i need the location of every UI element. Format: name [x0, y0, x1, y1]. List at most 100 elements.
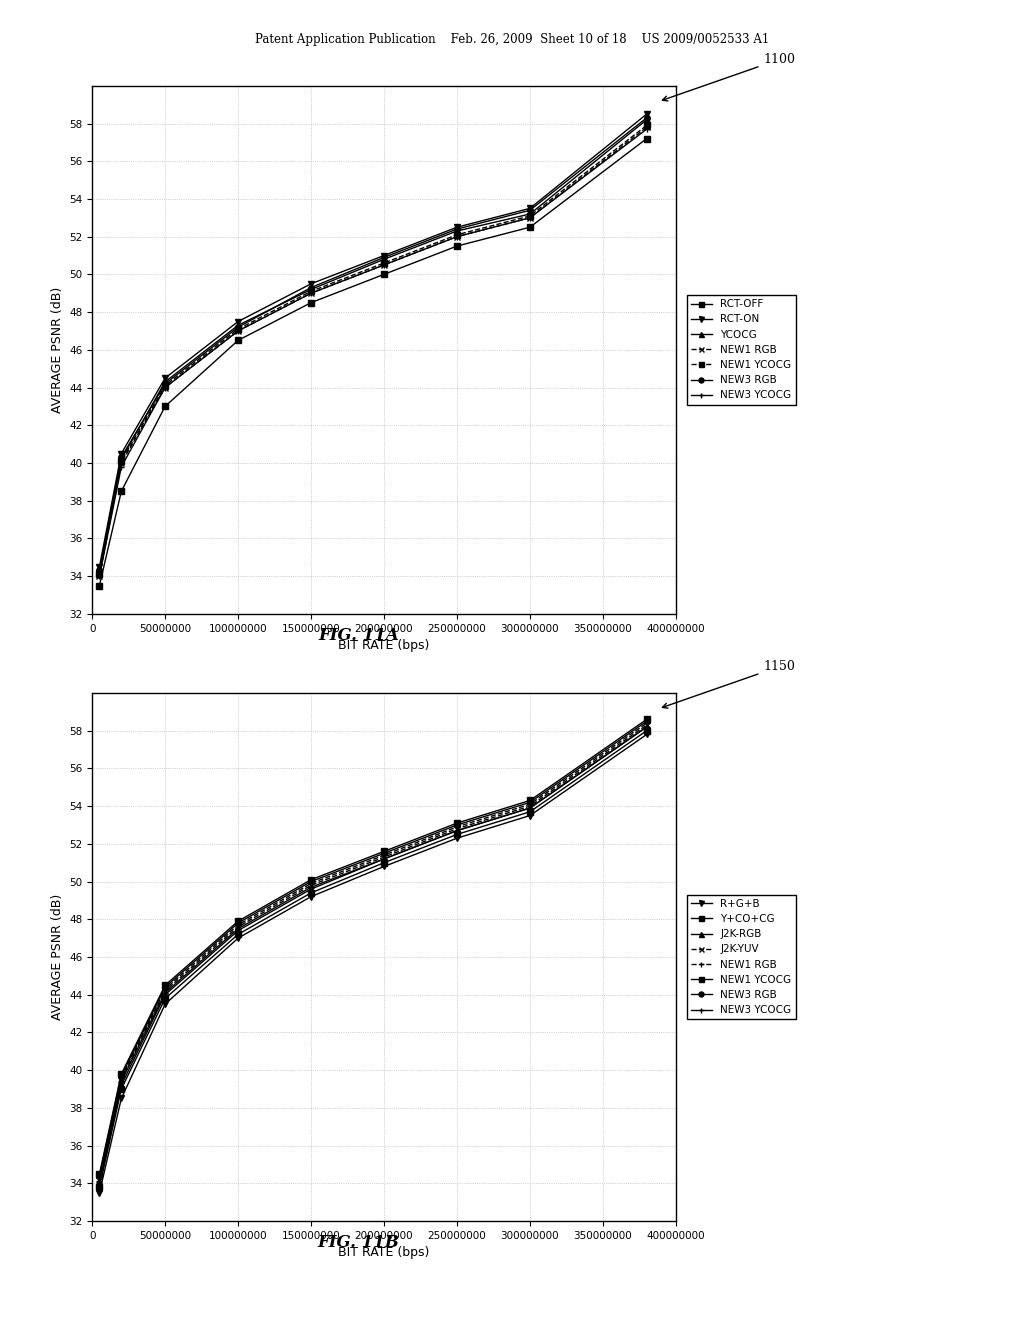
- J2K-RGB: [523, 800, 537, 816]
- NEW1 RGB: [641, 119, 653, 135]
- R+G+B: [159, 997, 171, 1012]
- J2K-RGB: [641, 719, 653, 735]
- NEW3 YCOCG: [641, 719, 653, 735]
- RCT-OFF: [93, 578, 105, 594]
- RCT-ON: [231, 314, 244, 330]
- NEW3 RGB: [159, 376, 171, 392]
- R+G+B: [93, 1185, 105, 1201]
- R+G+B: [378, 858, 390, 874]
- NEW3 RGB: [231, 915, 244, 931]
- Line: NEW3 YCOCG: NEW3 YCOCG: [96, 127, 649, 579]
- NEW1 RGB: [378, 257, 390, 273]
- YCOCG: [305, 281, 317, 297]
- RCT-OFF: [378, 267, 390, 282]
- Line: NEW1 YCOCG: NEW1 YCOCG: [96, 717, 649, 1176]
- R+G+B: [231, 931, 244, 946]
- NEW1 YCOCG: [159, 977, 171, 993]
- NEW1 YCOCG: [115, 453, 127, 469]
- R+G+B: [451, 830, 463, 846]
- Line: NEW3 RGB: NEW3 RGB: [96, 718, 649, 1179]
- Line: J2K-RGB: J2K-RGB: [96, 725, 649, 1187]
- NEW3 YCOCG: [231, 921, 244, 937]
- YCOCG: [231, 317, 244, 333]
- Y-axis label: AVERAGE PSNR (dB): AVERAGE PSNR (dB): [50, 894, 63, 1020]
- NEW3 YCOCG: [523, 210, 537, 226]
- RCT-OFF: [641, 131, 653, 147]
- NEW3 YCOCG: [451, 822, 463, 838]
- Line: NEW1 RGB: NEW1 RGB: [96, 124, 649, 579]
- Legend: RCT-OFF, RCT-ON, YCOCG, NEW1 RGB, NEW1 YCOCG, NEW3 RGB, NEW3 YCOCG: RCT-OFF, RCT-ON, YCOCG, NEW1 RGB, NEW1 Y…: [687, 294, 796, 405]
- Line: NEW1 RGB: NEW1 RGB: [96, 721, 649, 1180]
- RCT-OFF: [523, 219, 537, 235]
- NEW1 RGB: [159, 981, 171, 997]
- YCOCG: [378, 251, 390, 267]
- J2K-YUV: [378, 849, 390, 865]
- NEW1 YCOCG: [523, 209, 537, 224]
- NEW3 YCOCG: [159, 985, 171, 1001]
- NEW1 YCOCG: [378, 843, 390, 859]
- NEW1 RGB: [115, 1069, 127, 1085]
- Line: Y+CO+CG: Y+CO+CG: [96, 727, 649, 1189]
- Line: NEW3 YCOCG: NEW3 YCOCG: [96, 725, 649, 1184]
- NEW3 RGB: [305, 874, 317, 890]
- NEW3 YCOCG: [159, 380, 171, 396]
- RCT-OFF: [115, 483, 127, 499]
- J2K-YUV: [93, 1172, 105, 1188]
- RCT-OFF: [231, 333, 244, 348]
- J2K-RGB: [115, 1077, 127, 1093]
- NEW1 RGB: [93, 568, 105, 583]
- Y+CO+CG: [115, 1081, 127, 1097]
- NEW3 RGB: [451, 817, 463, 833]
- YCOCG: [115, 451, 127, 467]
- Text: 1100: 1100: [663, 53, 796, 100]
- J2K-YUV: [523, 799, 537, 814]
- RCT-ON: [641, 106, 653, 121]
- X-axis label: BIT RATE (bps): BIT RATE (bps): [338, 1246, 430, 1259]
- NEW1 RGB: [115, 455, 127, 471]
- NEW1 YCOCG: [641, 711, 653, 727]
- NEW3 RGB: [93, 1168, 105, 1184]
- NEW3 YCOCG: [641, 121, 653, 137]
- YCOCG: [641, 112, 653, 128]
- J2K-YUV: [641, 717, 653, 733]
- NEW3 RGB: [523, 795, 537, 810]
- Text: FIG. 11A: FIG. 11A: [318, 627, 398, 644]
- NEW1 RGB: [451, 228, 463, 244]
- Y+CO+CG: [378, 855, 390, 871]
- J2K-RGB: [305, 882, 317, 898]
- NEW3 RGB: [115, 1068, 127, 1084]
- Legend: R+G+B, Y+CO+CG, J2K-RGB, J2K-YUV, NEW1 RGB, NEW1 YCOCG, NEW3 RGB, NEW3 YCOCG: R+G+B, Y+CO+CG, J2K-RGB, J2K-YUV, NEW1 R…: [687, 895, 796, 1019]
- R+G+B: [523, 808, 537, 824]
- NEW3 YCOCG: [523, 800, 537, 816]
- NEW1 YCOCG: [93, 1166, 105, 1181]
- YCOCG: [523, 206, 537, 222]
- Y+CO+CG: [641, 723, 653, 739]
- NEW3 YCOCG: [305, 879, 317, 895]
- Line: YCOCG: YCOCG: [96, 117, 649, 576]
- NEW3 RGB: [523, 202, 537, 218]
- NEW3 YCOCG: [378, 851, 390, 867]
- NEW1 RGB: [231, 323, 244, 339]
- Y-axis label: AVERAGE PSNR (dB): AVERAGE PSNR (dB): [50, 286, 63, 413]
- YCOCG: [159, 374, 171, 389]
- NEW3 RGB: [231, 319, 244, 335]
- RCT-ON: [159, 370, 171, 385]
- NEW3 YCOCG: [231, 323, 244, 339]
- Line: RCT-OFF: RCT-OFF: [96, 136, 649, 589]
- RCT-ON: [451, 219, 463, 235]
- NEW1 YCOCG: [305, 871, 317, 887]
- NEW1 YCOCG: [231, 321, 244, 337]
- NEW1 YCOCG: [523, 792, 537, 808]
- NEW3 RGB: [451, 222, 463, 238]
- NEW1 RGB: [159, 380, 171, 396]
- J2K-RGB: [159, 987, 171, 1003]
- J2K-YUV: [115, 1072, 127, 1088]
- J2K-RGB: [93, 1175, 105, 1191]
- Line: NEW3 RGB: NEW3 RGB: [96, 115, 649, 573]
- NEW1 RGB: [305, 875, 317, 891]
- NEW3 YCOCG: [93, 1173, 105, 1189]
- NEW1 RGB: [378, 847, 390, 863]
- NEW1 YCOCG: [641, 117, 653, 133]
- J2K-YUV: [305, 878, 317, 894]
- NEW3 YCOCG: [93, 568, 105, 583]
